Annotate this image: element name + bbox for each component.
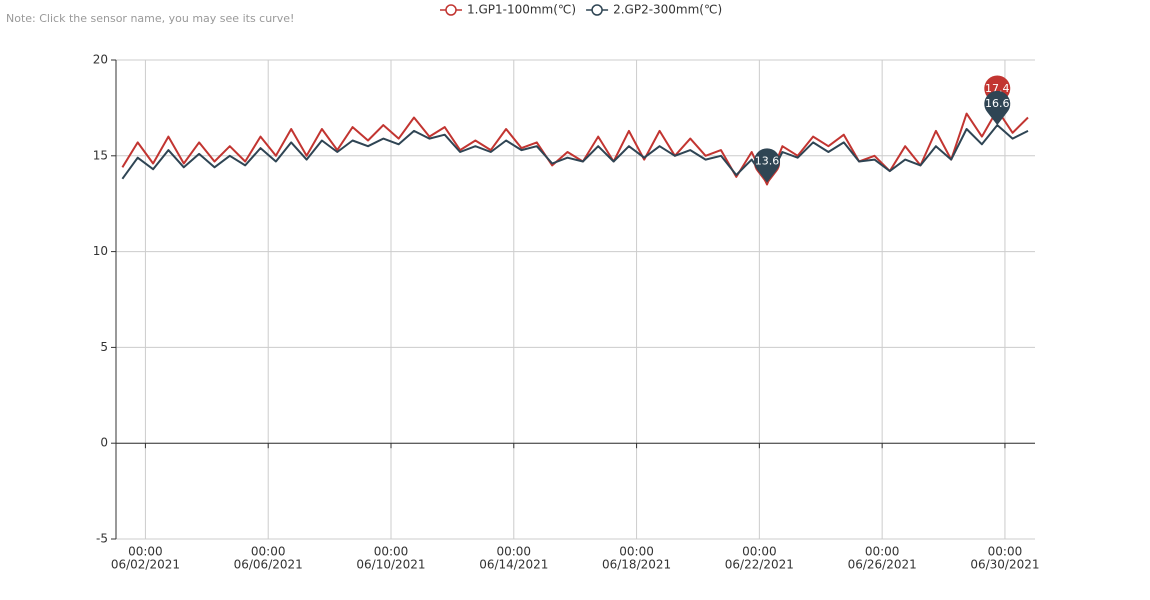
pin — [984, 90, 1011, 126]
note: Note: Click the sensor name, you may see… — [6, 12, 294, 25]
y-tick-label: 0 — [100, 436, 108, 450]
marker-pin: 16.6 — [984, 90, 1011, 126]
x-tick-label: 06/30/2021 — [970, 558, 1039, 572]
legend-label: 2.GP2-300mm(℃) — [613, 3, 722, 17]
y-tick-label: 5 — [100, 340, 108, 354]
series-line — [121, 124, 1029, 184]
x-tick-label: 00:00 — [496, 545, 531, 559]
y-tick-label: 10 — [93, 244, 108, 258]
legend-symbol — [445, 4, 457, 16]
x-tick-label: 00:00 — [988, 545, 1023, 559]
x-tick-label: 00:00 — [742, 545, 777, 559]
legend-label: 1.GP1-100mm(℃) — [467, 3, 576, 17]
x-tick-label: 00:00 — [251, 545, 286, 559]
x-tick-label: 00:00 — [619, 545, 654, 559]
y-tick-label: -5 — [96, 532, 108, 546]
pin-label: 13.6 — [755, 155, 780, 168]
legend-item[interactable]: 2.GP2-300mm(℃) — [586, 3, 722, 17]
x-tick-label: 06/14/2021 — [479, 558, 548, 572]
pin-label: 17.4 — [985, 82, 1010, 95]
x-tick-label: 06/18/2021 — [602, 558, 671, 572]
x-tick-label: 06/10/2021 — [356, 558, 425, 572]
legend-symbol — [591, 4, 603, 16]
marker-pin: 13.6 — [754, 148, 781, 183]
pin — [754, 148, 781, 183]
y-tick-label: 20 — [93, 53, 108, 67]
x-tick-label: 06/02/2021 — [111, 558, 180, 572]
legend-item[interactable]: 1.GP1-100mm(℃) — [440, 3, 576, 17]
x-tick-label: 06/26/2021 — [848, 558, 917, 572]
x-tick-label: 06/22/2021 — [725, 558, 794, 572]
x-tick-label: 00:00 — [374, 545, 409, 559]
x-tick-label: 06/06/2021 — [234, 558, 303, 572]
pin-label: 16.6 — [985, 97, 1010, 110]
x-tick-label: 00:00 — [865, 545, 900, 559]
y-tick-label: 15 — [93, 148, 108, 162]
x-tick-label: 00:00 — [128, 545, 163, 559]
series-line — [121, 108, 1029, 186]
